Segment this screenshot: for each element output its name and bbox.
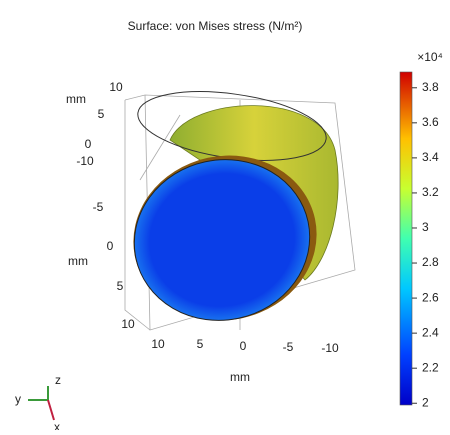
axis-tick-label: 0 [85,137,92,151]
colorbar-tick-label: 3 [422,220,429,234]
axis-tick-label: 10 [151,337,165,351]
triad-label: x [54,420,60,430]
colorbar-tick-label: 3.4 [422,150,439,164]
plot-title: Surface: von Mises stress (N/m²) [128,19,303,33]
axis-tick-label: 10 [121,317,135,331]
axis-label: mm [230,370,250,384]
axis-tick-label: 5 [197,337,204,351]
colorbar-tick-label: 2.2 [422,360,439,374]
triad-label: y [15,392,21,406]
triad-label: z [55,373,61,387]
colorbar-tick-label: 2.8 [422,255,439,269]
axis-label: mm [66,92,86,106]
colorbar-tick-label: 3.6 [422,115,439,129]
colorbar [399,71,413,406]
axis-tick-label: 5 [98,107,105,121]
axis-triad [28,386,55,421]
axis-tick-label: -10 [321,341,339,355]
axis-label: mm [68,254,88,268]
colorbar-tick-label: 2.4 [422,325,439,339]
axis-tick-label: -5 [93,200,104,214]
colorbar-tick-label: 3.8 [422,80,439,94]
axis-tick-label: 5 [117,279,124,293]
axis-tick-label: -10 [76,154,94,168]
colorbar-multiplier: ×10⁴ [417,50,443,64]
colorbar-tick-label: 2 [422,395,429,409]
axis-tick-label: -5 [283,340,294,354]
colorbar-tick-label: 3.2 [422,185,439,199]
axis-tick-label: 0 [107,239,114,253]
axis-tick-label: 10 [109,80,123,94]
cylinder [133,91,339,321]
axis-tick-label: 0 [240,339,247,353]
colorbar-tick-label: 2.6 [422,290,439,304]
